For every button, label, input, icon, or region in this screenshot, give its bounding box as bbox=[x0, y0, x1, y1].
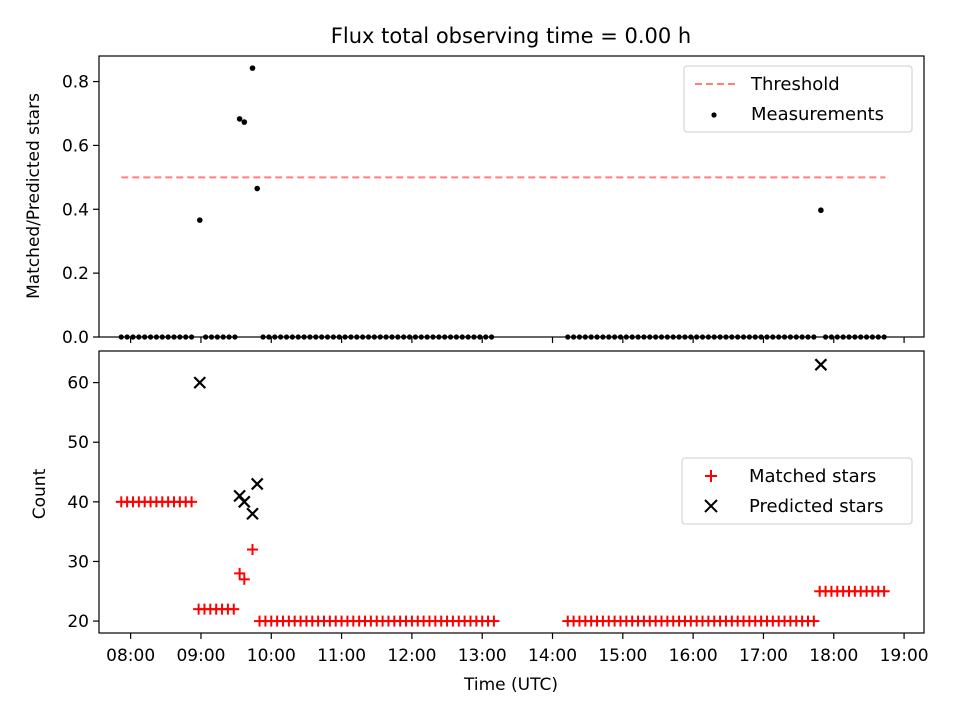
bottom-panel: 20 30 40 50 60 08:00 09:00 10:00 11:00 12:00 13:0… bbox=[30, 350, 929, 695]
matched-point bbox=[247, 544, 259, 556]
top-panel: 0.00.20.40.60.8 Matched/Predicted stars … bbox=[24, 55, 925, 348]
top-marks bbox=[118, 65, 887, 340]
bottom-y-tick-label: 60 bbox=[67, 374, 89, 394]
x-tick-label: 13:00 bbox=[458, 646, 507, 666]
x-tick-label: 15:00 bbox=[598, 646, 647, 666]
top-y-tick-label: 0.2 bbox=[62, 264, 89, 284]
legend-matched-label: Matched stars bbox=[749, 466, 876, 487]
predicted-point bbox=[193, 376, 207, 389]
x-tick-label: 08:00 bbox=[106, 646, 155, 666]
bottom-legend: Matched stars Predicted stars bbox=[681, 457, 913, 525]
measurement-point bbox=[241, 119, 248, 125]
measurement-point bbox=[249, 65, 256, 71]
measurement-point bbox=[254, 185, 261, 192]
bottom-y-tick-label: 50 bbox=[67, 433, 89, 453]
top-y-tick-label: 0.6 bbox=[62, 136, 89, 156]
top-legend-box bbox=[683, 65, 913, 133]
bottom-y-ticks: 20 30 40 50 60 bbox=[67, 374, 99, 632]
bottom-y-tick-label: 30 bbox=[67, 552, 89, 572]
x-tick-label: 09:00 bbox=[176, 646, 225, 666]
x-tick-label: 17:00 bbox=[739, 646, 788, 666]
bottom-y-tick-label: 20 bbox=[67, 612, 89, 632]
bottom-y-axis-label: Count bbox=[30, 468, 50, 519]
measurement-point bbox=[236, 116, 243, 122]
matched-point bbox=[234, 567, 246, 579]
matched-point bbox=[488, 615, 500, 627]
x-tick-label: 14:00 bbox=[528, 646, 577, 666]
matched-point bbox=[878, 585, 890, 597]
top-axes-frame bbox=[98, 55, 925, 338]
legend-matched-swatch bbox=[705, 470, 717, 482]
matched-point bbox=[186, 496, 198, 508]
matched-point bbox=[808, 615, 820, 627]
legend-threshold-label: Threshold bbox=[750, 74, 840, 95]
top-legend: Threshold Measurements bbox=[683, 65, 913, 133]
x-tick-label: 18:00 bbox=[809, 646, 858, 666]
measurement-point bbox=[818, 207, 824, 214]
legend-measurements-label: Measurements bbox=[751, 104, 884, 125]
bottom-axes-frame bbox=[98, 350, 925, 634]
top-y-tick-label: 0.0 bbox=[62, 328, 89, 348]
legend-measurements-swatch bbox=[711, 112, 717, 118]
x-tick-label: 11:00 bbox=[317, 646, 366, 666]
x-axis-label: Time (UTC) bbox=[463, 675, 558, 695]
top-y-axis-label: Matched/Predicted stars bbox=[24, 93, 44, 299]
predicted-point bbox=[814, 358, 828, 371]
bottom-x-ticks: 08:00 09:00 10:00 11:00 12:00 13:00 14:00 15:00… bbox=[106, 633, 929, 666]
predicted-point bbox=[246, 507, 259, 521]
matched-point bbox=[228, 603, 240, 615]
top-y-tick-label: 0.8 bbox=[62, 73, 89, 93]
top-y-tick-label: 0.4 bbox=[62, 200, 89, 220]
x-tick-label: 12:00 bbox=[387, 646, 436, 666]
predicted-point bbox=[250, 477, 264, 491]
bottom-marks bbox=[115, 358, 890, 627]
legend-predicted-swatch bbox=[704, 499, 718, 513]
chart-title: Flux total observing time = 0.00 h bbox=[331, 24, 691, 48]
top-x-ticks bbox=[130, 337, 905, 343]
bottom-y-tick-label: 40 bbox=[67, 493, 89, 513]
legend-predicted-label: Predicted stars bbox=[749, 496, 883, 517]
x-tick-label: 16:00 bbox=[669, 646, 718, 666]
x-tick-label: 19:00 bbox=[880, 646, 929, 666]
measurement-point bbox=[196, 217, 203, 223]
matched-point bbox=[238, 573, 250, 585]
x-tick-label: 10:00 bbox=[247, 646, 296, 666]
top-y-ticks: 0.0 0.2 0.4 0.6 0.8 bbox=[62, 73, 99, 348]
bottom-legend-box bbox=[681, 457, 913, 525]
predicted-point bbox=[238, 495, 251, 509]
